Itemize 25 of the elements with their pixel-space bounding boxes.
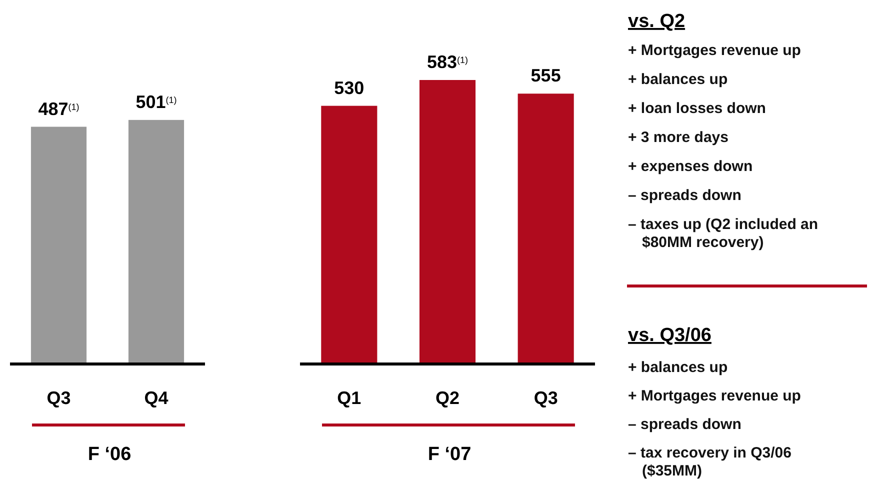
text: – spreads down bbox=[628, 187, 742, 204]
data-label: 501$^{(1)}$ bbox=[136, 92, 177, 112]
data-label: 583$^{(1)}$ bbox=[426, 52, 468, 72]
text: + balances up bbox=[628, 359, 728, 376]
text: vs. Q3/06 bbox=[628, 325, 712, 346]
x-tick-label: Q2 bbox=[435, 388, 460, 408]
text: – tax recovery in Q3/06 ($35MM) bbox=[628, 444, 792, 480]
text: vs. Q2 bbox=[628, 11, 686, 32]
text: + Mortgages revenue up bbox=[628, 42, 801, 59]
x-tick-label: Q3 bbox=[46, 388, 71, 408]
data-label: 555 bbox=[530, 66, 561, 86]
text: + Mortgages revenue up bbox=[628, 388, 801, 404]
x-tick-label: Q3 bbox=[534, 388, 558, 408]
text: – taxes up (Q2 included an $80MM recovery) bbox=[628, 216, 818, 251]
x-tick-label: Q4 bbox=[144, 388, 168, 408]
text: + balances up bbox=[628, 71, 728, 88]
x-tick-label: Q1 bbox=[337, 388, 362, 408]
text: + expenses down bbox=[628, 158, 753, 175]
text: + loan losses down bbox=[628, 100, 766, 117]
text: F ‘06 bbox=[88, 444, 132, 465]
data-label: 530 bbox=[334, 78, 364, 98]
text: F ‘07 bbox=[428, 444, 472, 465]
data-label: 487$^{(1)}$ bbox=[38, 98, 80, 119]
text: + 3 more days bbox=[628, 129, 728, 146]
text: – spreads down bbox=[628, 416, 742, 433]
